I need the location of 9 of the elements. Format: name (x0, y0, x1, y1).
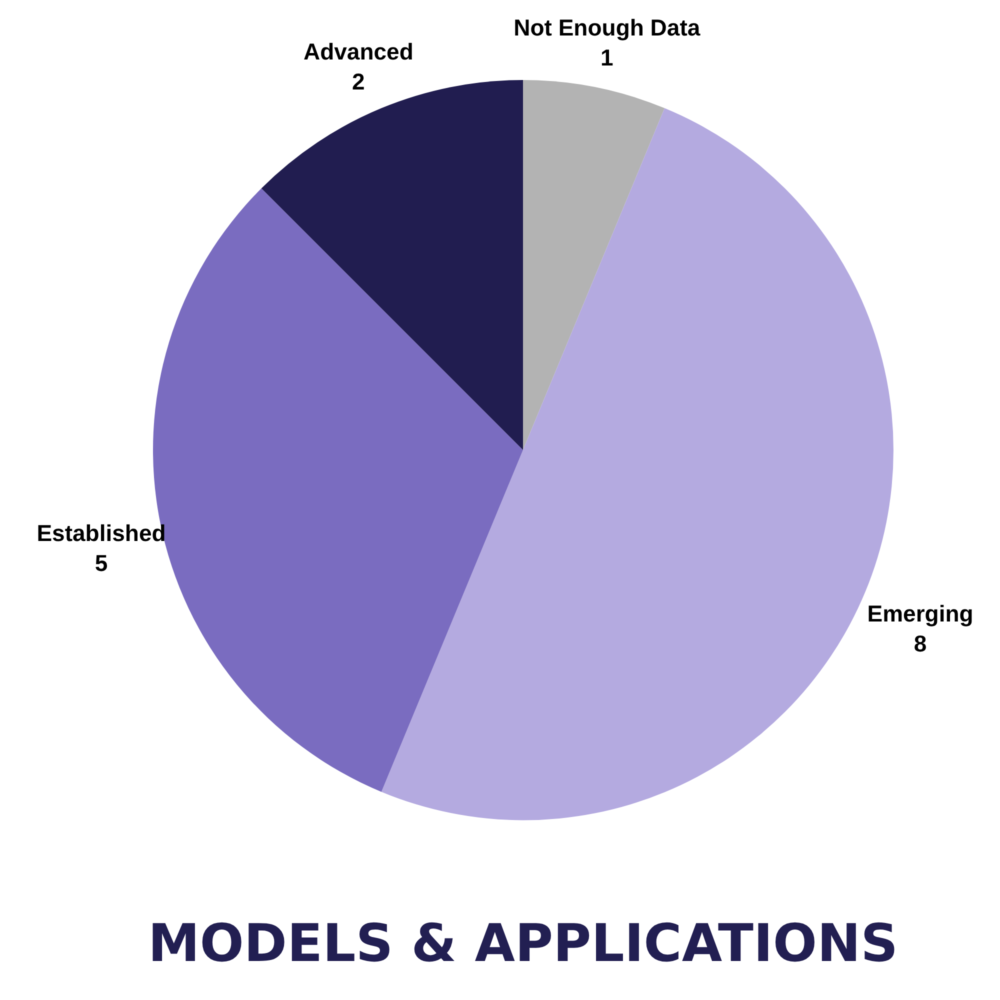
data-label: 8 (914, 630, 927, 657)
data-label: 2 (352, 68, 365, 95)
slice-label: Not Enough Data (514, 14, 700, 40)
data-label: 5 (94, 550, 108, 576)
pie-slice (523, 80, 665, 450)
slice-label: Emerging (867, 600, 974, 627)
data-label: 1 (600, 44, 614, 70)
slice-label: Advanced (303, 38, 414, 65)
text: MODELS & APPLICATIONS (148, 914, 898, 974)
